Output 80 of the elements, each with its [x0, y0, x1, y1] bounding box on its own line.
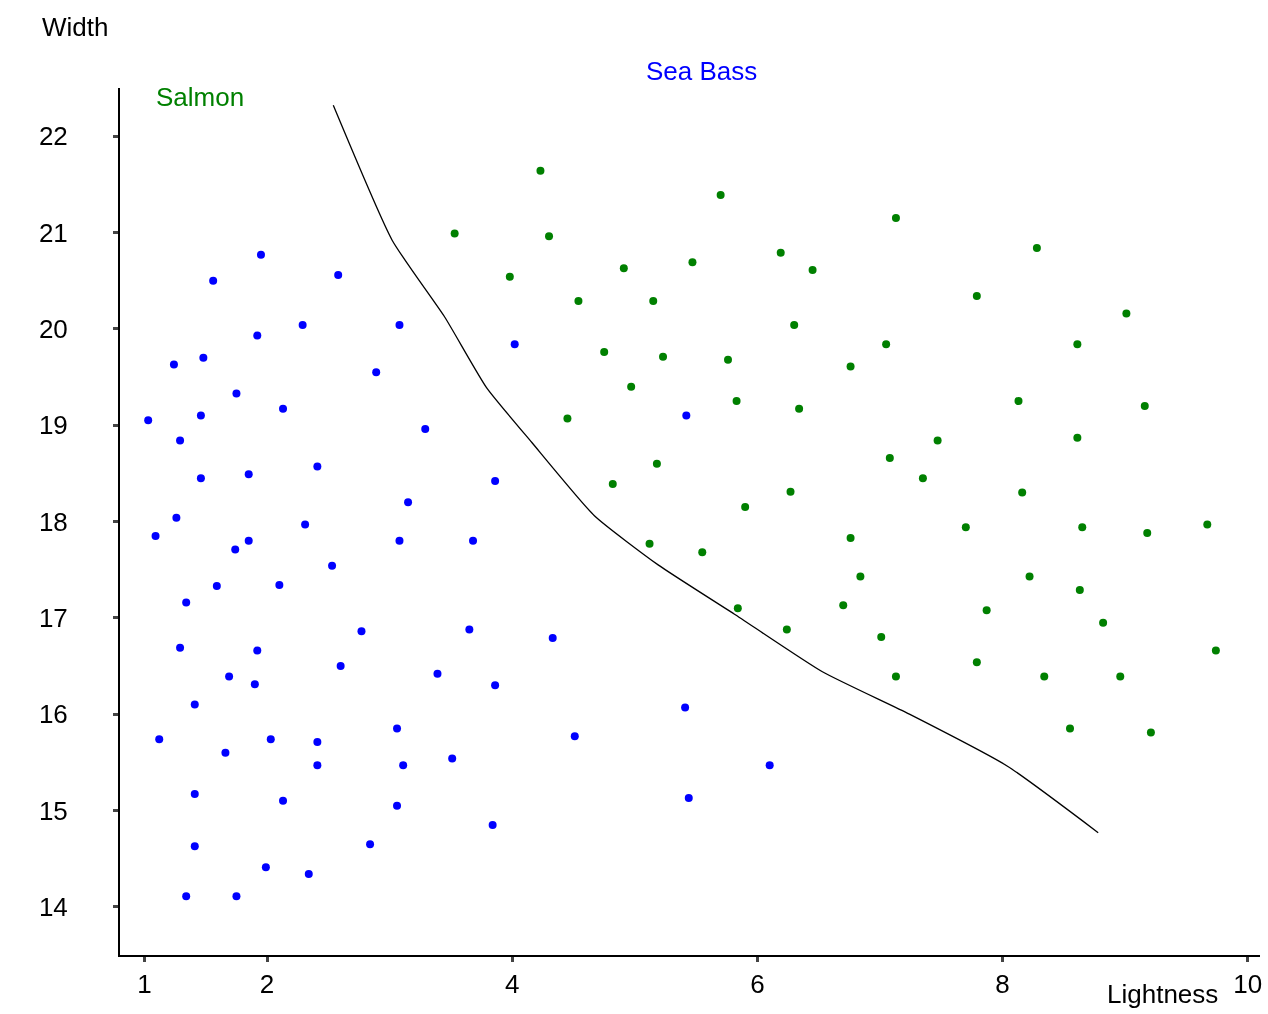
point: [891, 214, 900, 223]
point: [1066, 724, 1074, 733]
x-tick-label: 1: [137, 969, 152, 1000]
point: [839, 601, 848, 610]
point: [574, 296, 583, 305]
point: [846, 533, 855, 542]
y-tick-label: 14: [38, 891, 68, 922]
point: [790, 320, 799, 329]
point: [982, 606, 991, 615]
point: [724, 355, 732, 364]
y-tick-label: 20: [38, 313, 68, 344]
text: Salmon: [156, 82, 245, 112]
point: [627, 382, 636, 391]
point: [733, 604, 742, 613]
point: [1146, 728, 1155, 737]
point: [1211, 646, 1220, 655]
point: [1018, 488, 1027, 497]
x-tick-label: 4: [505, 969, 520, 1000]
y-tick-label: 17: [38, 602, 68, 633]
point: [891, 672, 900, 681]
y-tick-label: 19: [38, 410, 68, 441]
point: [877, 633, 886, 642]
point: [1075, 585, 1084, 594]
point: [885, 453, 894, 462]
point: [536, 166, 545, 175]
point: [808, 266, 817, 275]
point: [776, 248, 785, 257]
point: [1073, 340, 1082, 349]
point: [1122, 309, 1131, 318]
point: [741, 503, 750, 512]
y-tick-label: 15: [38, 795, 68, 826]
point: [1032, 243, 1041, 252]
point: [972, 292, 981, 301]
point: [1073, 433, 1082, 442]
point: [698, 548, 707, 557]
point: [1014, 397, 1023, 406]
point: [732, 397, 741, 406]
point: [619, 264, 628, 273]
point: [786, 487, 795, 496]
point: [856, 572, 865, 581]
point: [961, 523, 970, 532]
point: [1040, 672, 1049, 681]
y-tick-label: 22: [38, 121, 68, 152]
point: [608, 479, 617, 488]
point: [1078, 523, 1087, 532]
point: [933, 436, 942, 445]
point: [1140, 401, 1149, 410]
point: [450, 229, 459, 238]
x-tick-label: 2: [259, 969, 275, 1000]
point: [716, 190, 725, 199]
text: Sea Bass: [646, 56, 758, 86]
point: [1099, 618, 1108, 627]
x-tick-label: 10: [1233, 969, 1263, 1000]
point: [1203, 520, 1212, 529]
point: [659, 352, 668, 361]
point: [600, 347, 609, 356]
y-axis-title: Width: [42, 12, 109, 42]
x-tick-label: 6: [750, 969, 765, 1000]
point: [1143, 529, 1152, 538]
y-tick-label: 21: [38, 217, 68, 248]
point: [918, 474, 927, 483]
point: [545, 232, 554, 241]
point: [652, 459, 661, 468]
point: [649, 296, 658, 305]
x-axis-title: Lightness: [1107, 979, 1219, 1009]
point: [846, 362, 855, 371]
point: [972, 658, 981, 667]
point: [795, 404, 804, 413]
x-tick-label: 8: [995, 969, 1010, 1000]
point: [563, 414, 572, 423]
point: [688, 258, 697, 267]
y-tick-label: 18: [38, 506, 68, 537]
point: [882, 340, 891, 349]
point: [505, 272, 514, 281]
line-series: [332, 104, 1099, 834]
y-tick-label: 16: [38, 699, 68, 730]
point: [782, 625, 791, 634]
point: [1116, 672, 1125, 681]
point: [1025, 572, 1034, 581]
point: [645, 539, 654, 548]
